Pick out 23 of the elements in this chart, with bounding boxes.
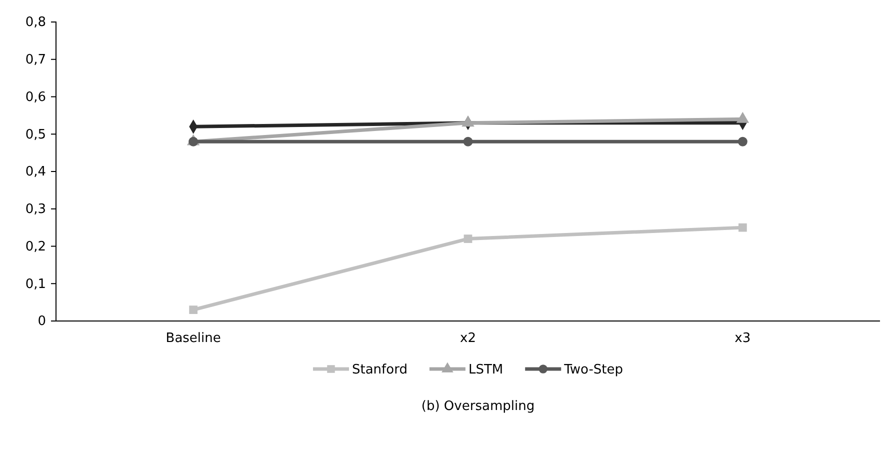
point: [738, 136, 748, 146]
legend-label: Two-Step: [563, 362, 624, 378]
y-tick-label: 0,3: [25, 202, 46, 218]
point: [189, 306, 198, 314]
x-tick-label: x2: [460, 331, 476, 346]
x-tick-label: x3: [734, 331, 751, 346]
text: (b) Oversampling: [421, 399, 535, 414]
y-tick-label: 0,7: [25, 52, 46, 68]
y-tick-label: 0,4: [25, 164, 46, 180]
point: [188, 136, 198, 146]
y-tick-label: 0,6: [25, 90, 46, 105]
y-tick-label: 0,1: [25, 276, 46, 292]
y-tick-label: 0,2: [25, 239, 46, 254]
legend-label: LSTM: [468, 362, 504, 378]
legend-label: Stanford: [352, 362, 408, 378]
point: [462, 116, 474, 127]
point: [738, 223, 747, 232]
y-tick-label: 0: [38, 314, 46, 330]
x-tick-label: Baseline: [166, 331, 221, 346]
y-tick-label: 0,5: [25, 127, 46, 142]
y-tick-label: 0,8: [25, 15, 46, 30]
point: [464, 234, 472, 243]
point: [463, 136, 473, 146]
